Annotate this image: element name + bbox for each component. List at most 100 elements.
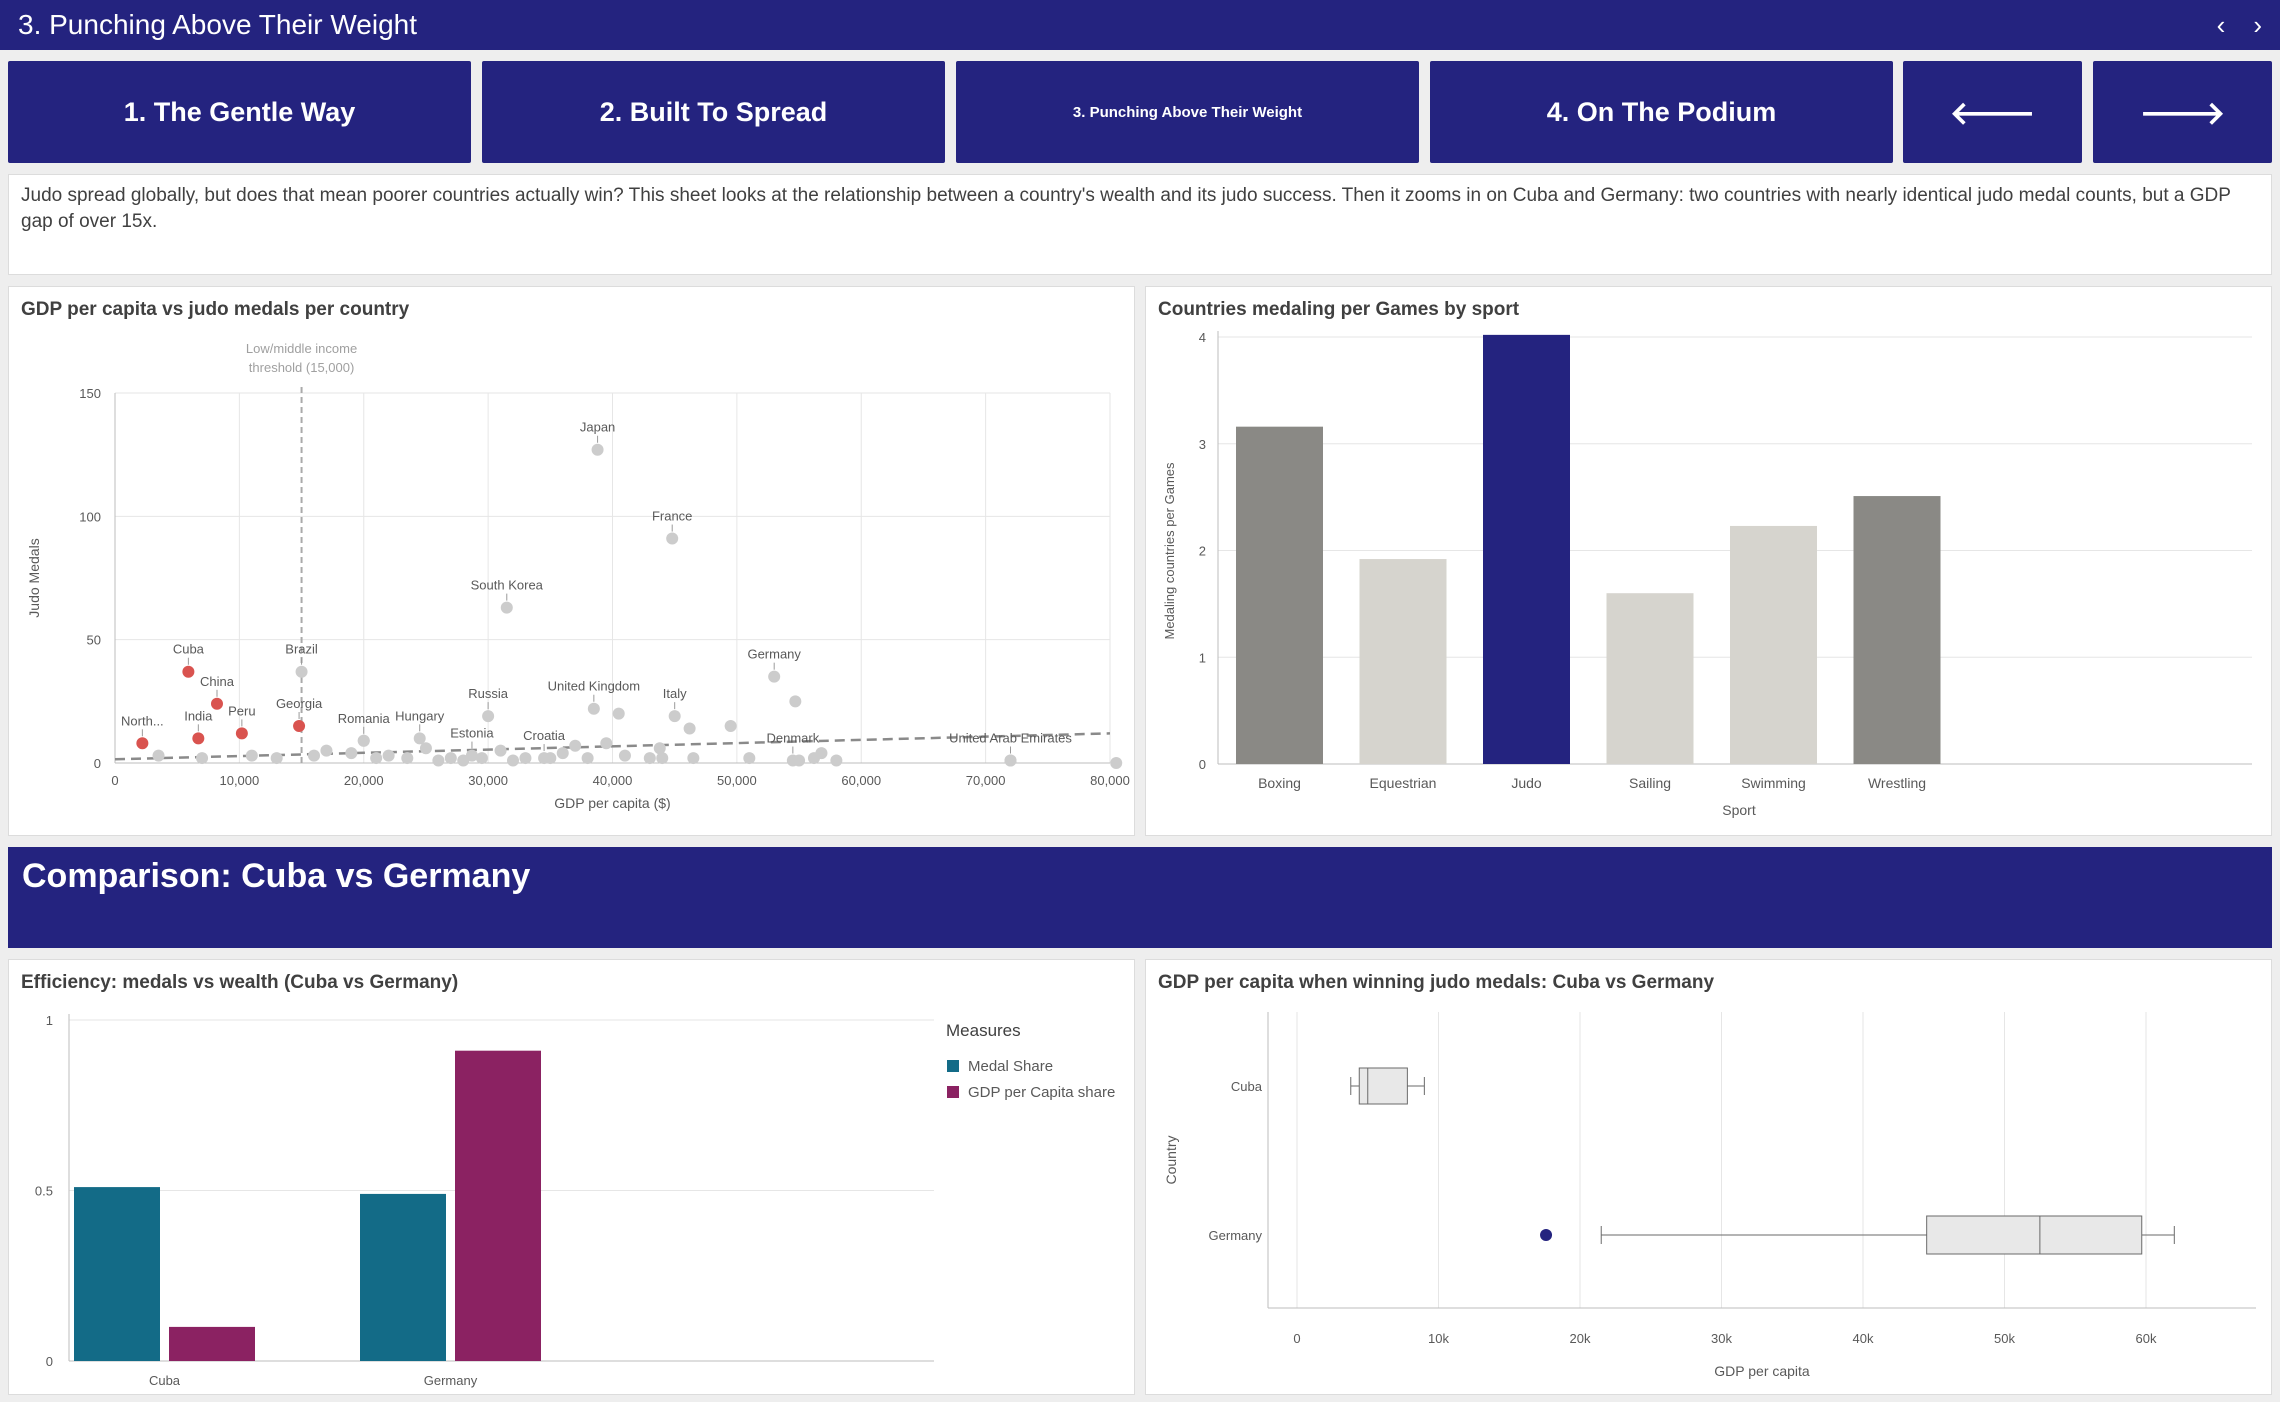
- scatter-point: [600, 737, 613, 750]
- legend-label: Medal Share: [968, 1058, 1053, 1075]
- y-tick-label: 3: [1199, 437, 1206, 452]
- scatter-point: [465, 749, 478, 762]
- bar-equestrian: [1359, 559, 1447, 764]
- point-label: Georgia: [276, 696, 323, 711]
- scatter-point: [308, 749, 320, 762]
- point-label: Hungary: [395, 708, 445, 723]
- scatter-point: [656, 752, 669, 765]
- scatter-chart[interactable]: 0 10,000 20,000 30,000 40,000 50,000 60,000 70,…: [9, 287, 1136, 837]
- x-tick-label: Wrestling: [1868, 775, 1926, 791]
- forward-button[interactable]: 🡒: [2093, 61, 2272, 163]
- description-panel: Judo spread globally, but does that mean…: [8, 174, 2272, 275]
- point-label: France: [652, 509, 692, 524]
- x-axis-label: GDP per capita ($): [554, 795, 670, 811]
- x-tick-label: 20k: [1570, 1331, 1591, 1346]
- x-tick-label: 0: [1293, 1331, 1300, 1346]
- sport-bar-chart[interactable]: 0 1 2 3 4 Boxing Equestrian Judo Sailing Swimming…: [1146, 287, 2273, 837]
- x-tick-label: 40k: [1853, 1331, 1874, 1346]
- point-label: Romania: [338, 711, 391, 726]
- scatter-point: [401, 752, 414, 765]
- scatter-point: [581, 752, 594, 765]
- nav-button-punching-above[interactable]: 3. Punching Above Their Weight: [956, 61, 1419, 163]
- scatter-point: [668, 710, 681, 723]
- scatter-point: [382, 749, 395, 762]
- y-tick-label: 100: [79, 509, 101, 524]
- scatter-point: [830, 754, 843, 767]
- outlier-point: [1540, 1229, 1553, 1241]
- legend-swatch: [947, 1086, 959, 1098]
- bar-judo: [1483, 334, 1570, 764]
- x-tick-label: Judo: [1511, 775, 1542, 791]
- chevron-left-icon[interactable]: ‹: [2216, 9, 2226, 40]
- x-tick-label: Sailing: [1629, 775, 1671, 791]
- scatter-point: [295, 665, 308, 678]
- sheet-title-bar: 3. Punching Above Their Weight ‹ ›: [0, 0, 2280, 50]
- comparison-banner: Comparison: Cuba vs Germany: [8, 847, 2272, 948]
- scatter-point: [1004, 754, 1017, 767]
- scatter-point: [320, 744, 333, 757]
- y-tick-label: 1: [46, 1013, 53, 1028]
- bar-wrestling: [1853, 496, 1941, 764]
- x-tick-label: 50,000: [717, 773, 757, 788]
- y-tick-label: Cuba: [1231, 1079, 1263, 1094]
- nav-button-label: 1. The Gentle Way: [123, 96, 356, 127]
- scatter-title: GDP per capita vs judo medals per countr…: [21, 299, 410, 320]
- scatter-point: [345, 747, 358, 760]
- y-axis-label: Judo Medals: [26, 538, 42, 617]
- nav-button-label: 3. Punching Above Their Weight: [1072, 103, 1303, 121]
- scatter-point: [152, 749, 165, 762]
- efficiency-title: Efficiency: medals vs wealth (Cuba vs Ge…: [21, 972, 459, 993]
- scatter-point: [432, 754, 445, 767]
- scatter-point: [245, 749, 258, 762]
- scatter-point: [724, 720, 737, 732]
- arrow-right-icon: 🡒: [2139, 94, 2226, 131]
- scatter-point: [519, 752, 532, 765]
- scatter-point: [507, 754, 519, 767]
- back-button[interactable]: 🡐: [1903, 61, 2082, 163]
- nav-button-built-to-spread[interactable]: 2. Built To Spread: [482, 61, 945, 163]
- chevron-right-icon[interactable]: ›: [2253, 9, 2262, 40]
- y-axis-label: Country: [1163, 1135, 1179, 1184]
- scatter-panel: GDP per capita vs judo medals per countr…: [8, 286, 1135, 836]
- scatter-point: [538, 752, 551, 765]
- reference-line-label: threshold (15,000): [249, 360, 355, 375]
- x-tick-label: Cuba: [149, 1373, 181, 1388]
- scatter-point: [683, 722, 696, 735]
- scatter-point: [569, 739, 582, 752]
- x-tick-label: 10k: [1428, 1331, 1449, 1346]
- boxplot-chart[interactable]: 0 10k 20k 30k 40k 50k 60k GDP per capita Country…: [1146, 960, 2273, 1396]
- efficiency-chart[interactable]: 0 0.5 1 Cuba Germany Measures Medal Share GDP p…: [9, 960, 1136, 1396]
- x-tick-label: 80,000: [1090, 773, 1130, 788]
- efficiency-panel: Efficiency: medals vs wealth (Cuba vs Ge…: [8, 959, 1135, 1395]
- nav-button-label: 4. On The Podium: [1546, 96, 1777, 127]
- x-axis-label: GDP per capita: [1714, 1363, 1810, 1379]
- x-tick-label: Swimming: [1741, 775, 1806, 791]
- box-cuba: [1358, 1067, 1408, 1105]
- sport-bar-title: Countries medaling per Games by sport: [1158, 299, 1520, 320]
- x-tick-label: 40,000: [593, 773, 633, 788]
- x-tick-label: 10,000: [219, 773, 259, 788]
- x-tick-label: Equestrian: [1370, 775, 1437, 791]
- point-label: India: [184, 708, 213, 723]
- boxplot-title: GDP per capita when winning judo medals:…: [1158, 972, 1715, 993]
- box-germany: [1926, 1215, 2143, 1255]
- scatter-point: [235, 727, 248, 740]
- scatter-point: [457, 754, 470, 767]
- scatter-point: [182, 665, 195, 678]
- point-label: Peru: [228, 703, 255, 718]
- point-label: Cuba: [173, 642, 205, 657]
- nav-button-on-the-podium[interactable]: 4. On The Podium: [1430, 61, 1893, 163]
- bar-cuba-medal-share: [74, 1187, 160, 1361]
- reference-line-label: Low/middle income: [246, 341, 357, 356]
- scatter-point: [192, 732, 205, 745]
- y-tick-label: 2: [1199, 544, 1206, 559]
- point-label: North...: [121, 713, 164, 728]
- scatter-point: [1110, 757, 1123, 769]
- scatter-point: [612, 707, 625, 720]
- scatter-point: [653, 742, 666, 755]
- point-label: Germany: [747, 647, 801, 662]
- nav-button-gentle-way[interactable]: 1. The Gentle Way: [8, 61, 471, 163]
- x-tick-label: Boxing: [1258, 775, 1301, 791]
- x-tick-label: Germany: [424, 1373, 478, 1388]
- point-label: United Arab Emirates: [949, 731, 1072, 746]
